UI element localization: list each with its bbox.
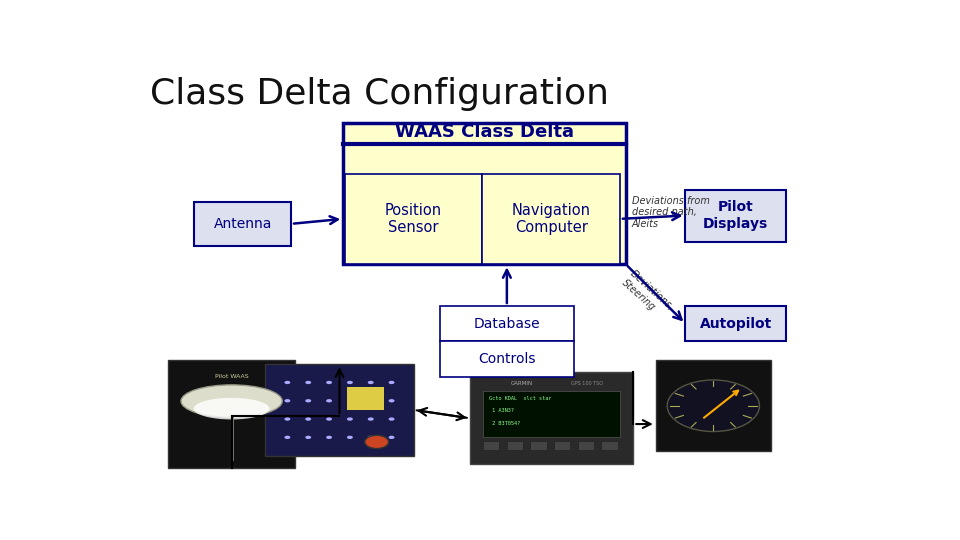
Text: 2 B3T054?: 2 B3T054?	[490, 421, 520, 426]
Text: Deviations from
desired path,
Aleits: Deviations from desired path, Aleits	[632, 196, 709, 229]
Text: GPS 100 TSO: GPS 100 TSO	[571, 381, 603, 386]
Bar	[168, 360, 295, 468]
Bar	[554, 441, 570, 450]
Text: Pilot
Displays: Pilot Displays	[703, 200, 768, 231]
Bar	[530, 441, 546, 450]
Circle shape	[347, 399, 353, 402]
Bar	[482, 174, 620, 264]
Text: GARMIN: GARMIN	[511, 381, 533, 386]
Bar	[656, 360, 771, 451]
Text: Class Delta Configuration: Class Delta Configuration	[150, 77, 609, 111]
Circle shape	[389, 399, 395, 402]
Bar	[578, 441, 594, 450]
Bar	[440, 306, 574, 341]
Circle shape	[667, 380, 759, 431]
Bar	[440, 341, 574, 377]
Circle shape	[365, 435, 389, 449]
Circle shape	[389, 417, 395, 421]
Text: Antenna: Antenna	[213, 217, 272, 231]
Circle shape	[347, 381, 353, 384]
Circle shape	[284, 417, 290, 421]
Circle shape	[326, 417, 332, 421]
Bar	[345, 174, 482, 264]
Bar	[685, 190, 786, 241]
Text: Navigation
Computer: Navigation Computer	[512, 202, 590, 235]
Circle shape	[368, 417, 373, 421]
Circle shape	[284, 436, 290, 439]
Ellipse shape	[181, 385, 282, 417]
Text: Pilot WAAS: Pilot WAAS	[215, 374, 249, 379]
Circle shape	[368, 436, 373, 439]
Circle shape	[326, 381, 332, 384]
Text: Position
Sensor: Position Sensor	[385, 202, 442, 235]
Text: Autopilot: Autopilot	[700, 316, 772, 330]
Bar	[483, 441, 499, 450]
Circle shape	[305, 436, 311, 439]
Circle shape	[284, 399, 290, 402]
Bar	[483, 391, 620, 436]
Bar	[344, 123, 626, 265]
Circle shape	[305, 381, 311, 384]
Text: Database: Database	[473, 316, 540, 330]
Circle shape	[284, 381, 290, 384]
Text: Gcto KDAL  slct star: Gcto KDAL slct star	[490, 396, 552, 401]
Bar	[507, 441, 523, 450]
Circle shape	[347, 417, 353, 421]
Circle shape	[389, 381, 395, 384]
Text: Deviations,
Steering: Deviations, Steering	[620, 268, 675, 321]
Circle shape	[368, 381, 373, 384]
Circle shape	[305, 417, 311, 421]
Text: Controls: Controls	[478, 352, 536, 366]
Circle shape	[347, 436, 353, 439]
Bar	[602, 441, 618, 450]
Text: WAAS Class Delta: WAAS Class Delta	[396, 123, 574, 141]
Text: 1 A3N3?: 1 A3N3?	[490, 408, 515, 414]
Bar	[265, 364, 414, 456]
Bar	[469, 373, 634, 464]
Ellipse shape	[194, 398, 270, 420]
Bar	[347, 387, 384, 410]
Circle shape	[305, 399, 311, 402]
Circle shape	[326, 436, 332, 439]
Circle shape	[326, 399, 332, 402]
Circle shape	[368, 399, 373, 402]
Circle shape	[389, 436, 395, 439]
Bar	[685, 306, 786, 341]
Bar	[194, 202, 291, 246]
